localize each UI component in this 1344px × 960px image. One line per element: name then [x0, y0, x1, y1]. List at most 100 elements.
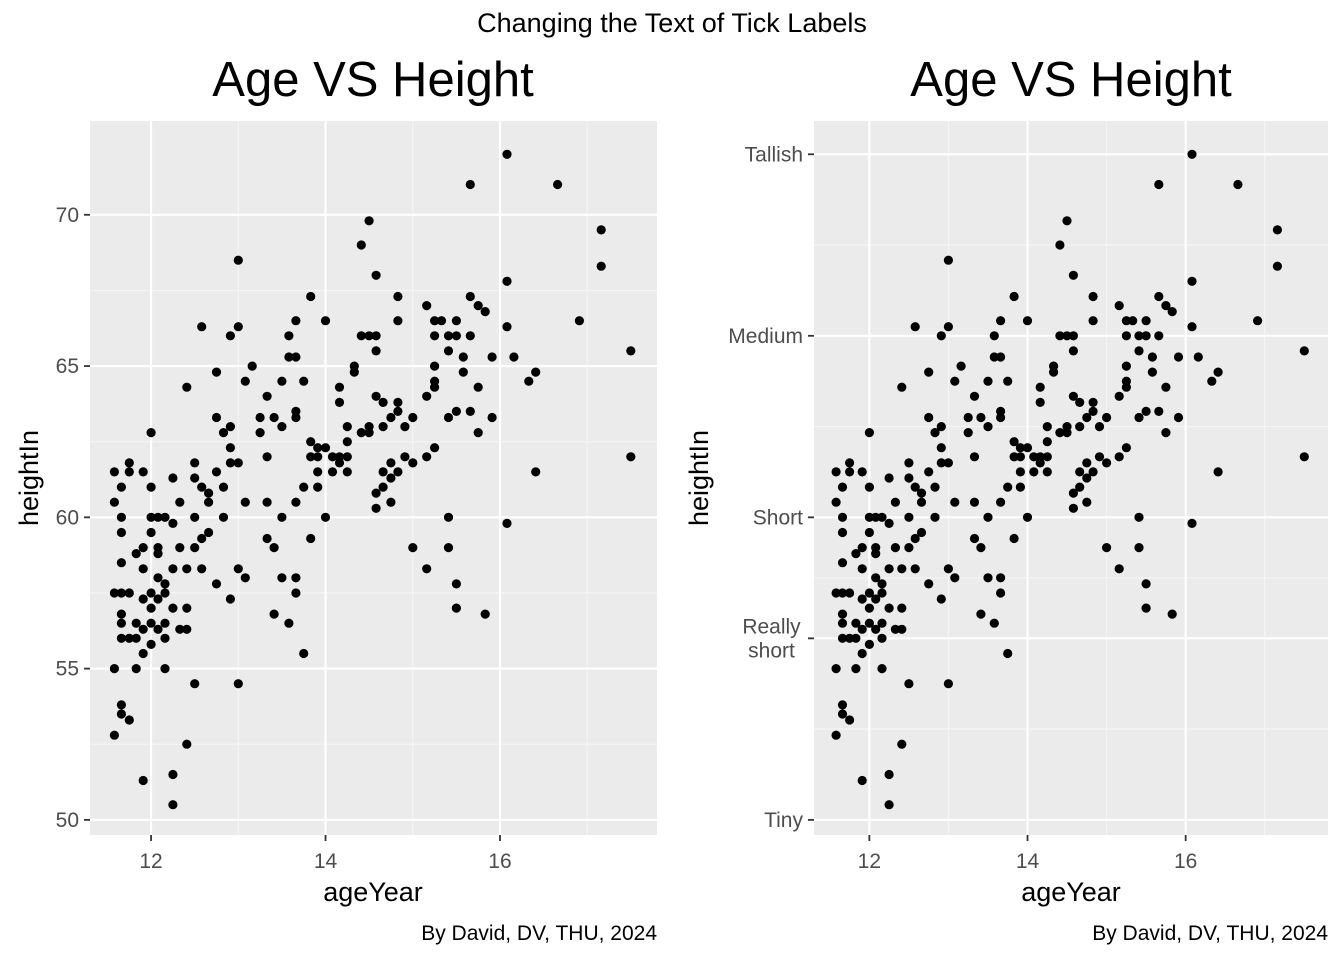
right-data-point [831, 664, 841, 674]
right-data-point [996, 588, 1006, 598]
right-data-point [1161, 382, 1171, 392]
left-data-point [378, 482, 388, 492]
left-data-point [197, 564, 207, 574]
left-data-point [168, 603, 178, 613]
right-data-point [1187, 322, 1197, 332]
left-data-point [291, 497, 301, 507]
right-data-point [1161, 428, 1171, 438]
left-data-point [168, 769, 178, 780]
right-data-point [1068, 488, 1078, 498]
left-plot-y-ticks: 50 55 60 65 70 [56, 204, 90, 832]
right-data-point [1114, 301, 1124, 311]
left-data-point [138, 624, 148, 634]
left-data-point [160, 633, 170, 643]
right-x-tick-label: 16 [1174, 850, 1197, 873]
right-data-point [910, 482, 920, 492]
left-data-point [443, 412, 454, 423]
left-data-point [364, 216, 374, 226]
left-data-point [320, 512, 331, 522]
right-data-point [983, 512, 993, 522]
right-data-point [1062, 331, 1072, 341]
left-data-point [116, 588, 126, 598]
right-data-point [1141, 331, 1151, 341]
left-data-point [400, 452, 410, 462]
left-data-point [204, 527, 214, 538]
left-data-point [138, 467, 148, 477]
left-data-point [393, 316, 403, 326]
right-data-point [924, 579, 934, 589]
right-data-point [910, 564, 920, 574]
left-data-point [124, 458, 134, 468]
right-y-tick-label: Really short [742, 615, 801, 662]
left-data-point [240, 376, 250, 386]
left-data-point [116, 700, 126, 710]
left-data-point [109, 664, 119, 674]
right-data-point [877, 618, 887, 628]
right-data-point [936, 594, 946, 604]
left-data-point [255, 412, 265, 423]
right-data-point [1035, 452, 1045, 462]
right-data-point [1022, 512, 1033, 522]
left-data-point [378, 397, 388, 407]
right-data-point [910, 533, 920, 544]
left-data-point [218, 482, 229, 492]
left-data-point [334, 382, 345, 392]
left-data-point [225, 458, 235, 468]
left-data-point [299, 376, 309, 386]
right-data-point [837, 633, 848, 643]
left-data-point [291, 406, 301, 416]
left-data-point [225, 422, 235, 432]
right-data-point [1207, 376, 1217, 386]
right-data-point [1213, 467, 1223, 477]
right-data-point [1029, 467, 1039, 477]
right-data-point [851, 633, 861, 643]
right-data-point [1088, 291, 1098, 302]
right-data-point [1154, 179, 1164, 190]
left-data-point [408, 543, 418, 553]
left-data-point [182, 624, 192, 634]
right-plot-x-axis-title: ageYear [1021, 877, 1121, 907]
right-data-point [1141, 406, 1151, 416]
right-data-point [943, 322, 954, 332]
right-data-point [1088, 406, 1098, 416]
right-data-point [884, 518, 894, 529]
right-data-point [1213, 367, 1223, 377]
left-data-point [386, 473, 396, 483]
left-data-point [430, 443, 440, 453]
right-y-tick-label: Tiny [764, 809, 803, 832]
right-data-point [877, 588, 887, 598]
left-data-point [443, 346, 454, 356]
right-data-point [864, 603, 875, 613]
right-data-point [936, 331, 946, 341]
left-data-point [146, 588, 156, 598]
right-x-tick-label: 12 [858, 850, 881, 873]
left-data-point [306, 452, 316, 462]
right-data-point [851, 664, 861, 674]
right-data-point [930, 482, 940, 492]
right-data-point [1015, 452, 1025, 462]
left-data-point [218, 428, 229, 438]
right-data-point [1141, 579, 1151, 589]
right-data-point [969, 391, 980, 401]
right-data-point [1042, 467, 1052, 477]
left-data-point [371, 331, 381, 341]
left-data-point [225, 594, 235, 604]
left-data-point [400, 422, 410, 432]
right-data-point [837, 482, 848, 492]
left-data-point [124, 633, 134, 643]
left-data-point [436, 316, 447, 326]
right-data-point [916, 497, 927, 507]
right-data-point [1121, 361, 1131, 371]
right-data-point [857, 467, 867, 477]
left-data-point [430, 316, 440, 326]
left-data-point [262, 452, 272, 462]
right-data-point [1068, 346, 1078, 356]
right-data-point [1187, 518, 1197, 529]
left-data-point [284, 331, 294, 341]
right-data-point [837, 709, 848, 719]
right-data-point [1299, 452, 1309, 462]
left-data-point [364, 422, 374, 432]
right-data-point [877, 633, 887, 643]
right-data-point [1035, 382, 1045, 392]
left-data-point [356, 331, 366, 341]
